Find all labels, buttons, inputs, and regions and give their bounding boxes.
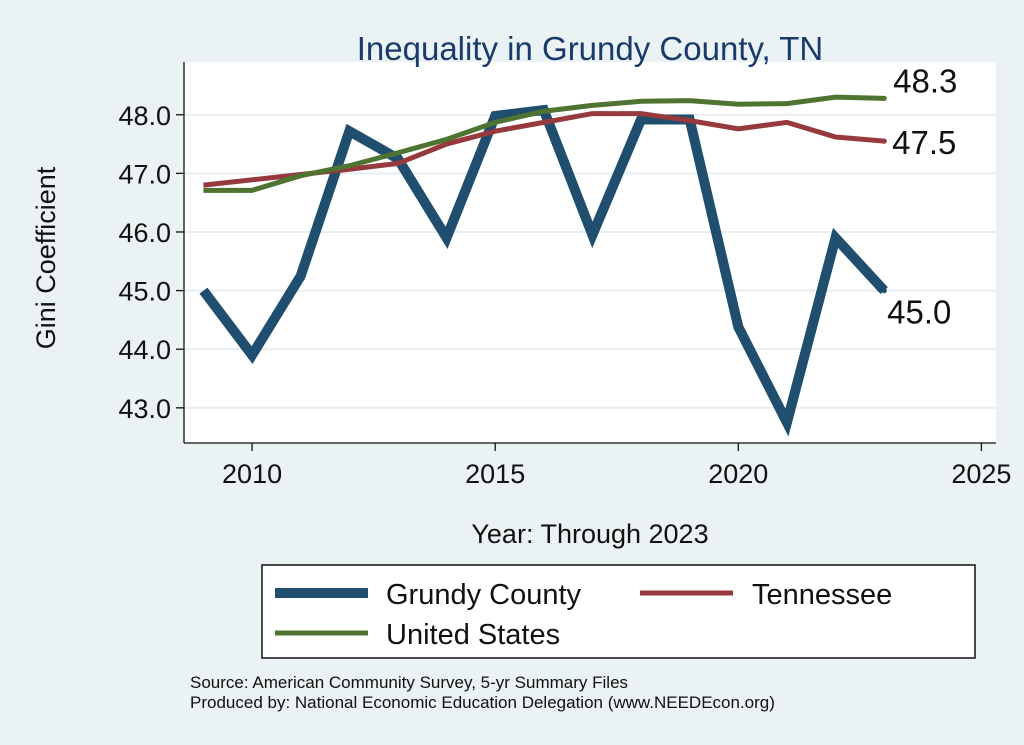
end-label-tennessee: 47.5 [892,124,956,161]
end-marker-grundy-county [881,288,887,294]
legend-label-tennessee: Tennessee [752,579,892,611]
plot-area [184,62,996,443]
end-labels: 45.0 47.5 48.3 [881,62,957,331]
legend-label-grundy-county: Grundy County [386,579,582,611]
series-lines [199,94,888,437]
x-tick-label: 2025 [951,459,1011,489]
end-label-united-states: 48.3 [893,62,957,99]
chart-title: Inequality in Grundy County, TN [357,30,824,67]
produced-by-line: Produced by: National Economic Education… [190,693,775,712]
end-marker-tennessee [881,138,887,144]
source-line: Source: American Community Survey, 5-yr … [190,673,628,692]
y-tick-label: 47.0 [118,159,171,189]
y-axis-ticks: 43.0 44.0 45.0 46.0 47.0 48.0 [118,101,184,424]
x-tick-label: 2020 [708,459,768,489]
x-axis-ticks: 2010 2015 2020 2025 [222,443,1011,489]
end-marker-united-states [881,95,887,101]
y-axis-label: Gini Coefficient [31,166,61,349]
y-tick-label: 43.0 [118,394,171,424]
x-tick-label: 2015 [465,459,525,489]
y-tick-label: 46.0 [118,218,171,248]
legend-box [261,564,976,659]
y-tick-label: 44.0 [118,335,171,365]
y-tick-label: 48.0 [118,101,171,131]
legend: Grundy County Tennessee United States [261,564,976,659]
x-tick-label: 2010 [222,459,282,489]
series-line-united-states [203,94,885,193]
y-tick-label: 45.0 [118,277,171,307]
x-axis-label: Year: Through 2023 [471,519,708,549]
legend-label-united-states: United States [386,619,560,651]
end-label-grundy-county: 45.0 [887,294,951,331]
